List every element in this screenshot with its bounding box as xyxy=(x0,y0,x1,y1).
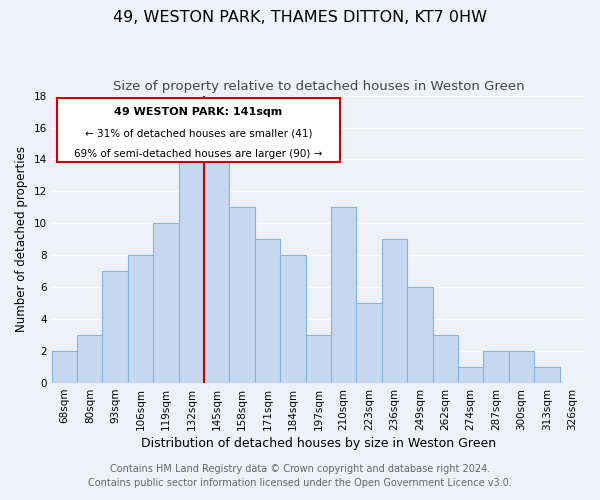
Bar xyxy=(204,144,229,383)
Bar xyxy=(128,256,153,383)
Text: Contains HM Land Registry data © Crown copyright and database right 2024.
Contai: Contains HM Land Registry data © Crown c… xyxy=(88,464,512,487)
Bar xyxy=(255,240,280,383)
Y-axis label: Number of detached properties: Number of detached properties xyxy=(15,146,28,332)
Title: Size of property relative to detached houses in Weston Green: Size of property relative to detached ho… xyxy=(113,80,524,93)
Text: 49, WESTON PARK, THAMES DITTON, KT7 0HW: 49, WESTON PARK, THAMES DITTON, KT7 0HW xyxy=(113,10,487,25)
Bar xyxy=(509,351,534,383)
Bar xyxy=(280,256,305,383)
Bar xyxy=(407,287,433,383)
Bar xyxy=(229,208,255,383)
Bar xyxy=(179,160,204,383)
Bar xyxy=(356,303,382,383)
Bar xyxy=(458,367,484,383)
Bar xyxy=(382,240,407,383)
Bar xyxy=(103,272,128,383)
X-axis label: Distribution of detached houses by size in Weston Green: Distribution of detached houses by size … xyxy=(141,437,496,450)
Bar xyxy=(153,224,179,383)
Bar xyxy=(52,351,77,383)
Bar xyxy=(331,208,356,383)
Bar xyxy=(534,367,560,383)
Bar xyxy=(305,335,331,383)
Bar xyxy=(484,351,509,383)
Bar xyxy=(433,335,458,383)
Bar xyxy=(77,335,103,383)
